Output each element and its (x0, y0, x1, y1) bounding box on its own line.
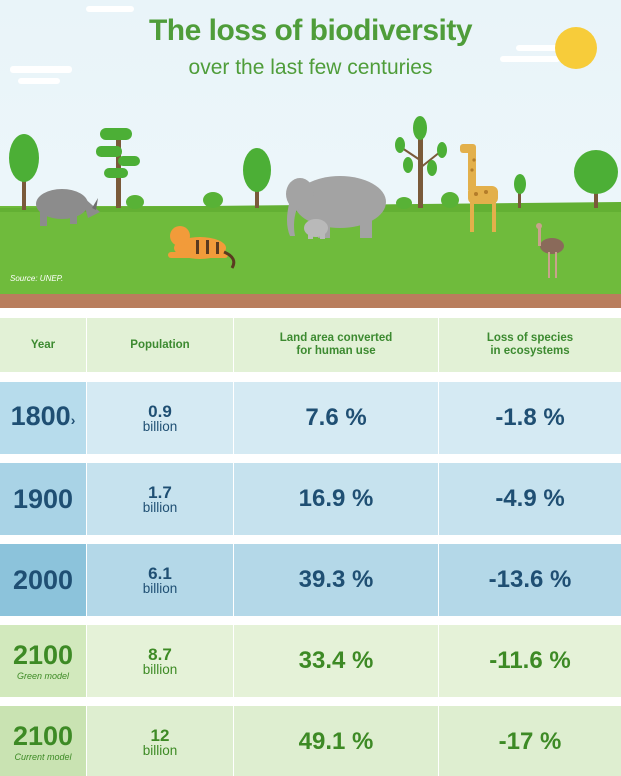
column-header-population: Population (130, 338, 190, 351)
model-label: Current model (14, 752, 72, 762)
loss-cell: -4.9 % (495, 485, 565, 512)
landscape-illustration (0, 6, 621, 308)
year-cell: 1900 (0, 463, 86, 535)
loss-cell: -13.6 % (488, 566, 572, 593)
sun-icon (555, 27, 597, 69)
tree-icon (395, 116, 447, 208)
land-cell: 49.1 % (298, 728, 374, 755)
column-header-loss: Loss of species in ecosystems (486, 332, 574, 357)
column-divider (438, 318, 439, 776)
elephant-icon (286, 176, 386, 239)
cloud-icon (10, 6, 564, 84)
population-cell: 0.9 billion (142, 401, 178, 434)
year-cell: 2000 (0, 544, 86, 616)
year-value: 2000 (12, 565, 74, 595)
rhino-icon (36, 189, 100, 226)
source-note: Source: UNEP. (10, 274, 64, 283)
population-cell: 8.7 billion (142, 644, 178, 677)
tree-icon (9, 134, 39, 210)
table-header: Year Population Land area converted for … (0, 318, 621, 372)
population-cell: 6.1 billion (142, 563, 178, 596)
column-header-land: Land area converted for human use (279, 332, 393, 357)
column-header-year: Year (30, 338, 56, 351)
table-row: 2100 Green model 8.7 billion 33.4 % -11.… (0, 625, 621, 697)
land-cell: 16.9 % (298, 485, 374, 512)
tiger-icon (168, 226, 236, 269)
row-marker: › (70, 412, 76, 428)
population-cell: 12 billion (142, 725, 178, 758)
ostrich-icon (536, 223, 564, 278)
land-cell: 7.6 % (305, 404, 367, 431)
column-divider (86, 318, 87, 776)
year-value: 2100 (12, 640, 74, 670)
year-value: 1800 (10, 401, 71, 431)
land-cell: 33.4 % (298, 647, 374, 674)
tree-icon (514, 174, 526, 208)
page-title: The loss of biodiversity (148, 14, 473, 47)
illustration: The loss of biodiversity over the last f… (0, 0, 621, 308)
tree-icon (96, 128, 140, 208)
loss-cell: -1.8 % (495, 404, 565, 431)
population-cell: 1.7 billion (142, 482, 178, 515)
year-value: 2100 (12, 721, 74, 751)
year-cell: 2100 Current model (0, 706, 86, 776)
table-row: 2000 6.1 billion 39.3 % -13.6 % (0, 544, 621, 616)
loss-cell: -17 % (498, 728, 562, 755)
table-row: 2100 Current model 12 billion 49.1 % -17… (0, 706, 621, 776)
land-cell: 39.3 % (298, 566, 374, 593)
tree-icon (243, 148, 271, 208)
giraffe-icon (460, 144, 498, 232)
year-value: 1900 (12, 484, 74, 514)
year-cell: 2100 Green model (0, 625, 86, 697)
table-row: 1900 1.7 billion 16.9 % -4.9 % (0, 463, 621, 535)
table-row: 1800› 0.9 billion 7.6 % -1.8 % (0, 382, 621, 454)
tree-icon (574, 150, 618, 208)
year-cell: 1800› (0, 382, 86, 454)
loss-cell: -11.6 % (489, 647, 571, 674)
column-divider (233, 318, 234, 776)
page-subtitle: over the last few centuries (188, 56, 433, 79)
model-label: Green model (16, 671, 70, 681)
